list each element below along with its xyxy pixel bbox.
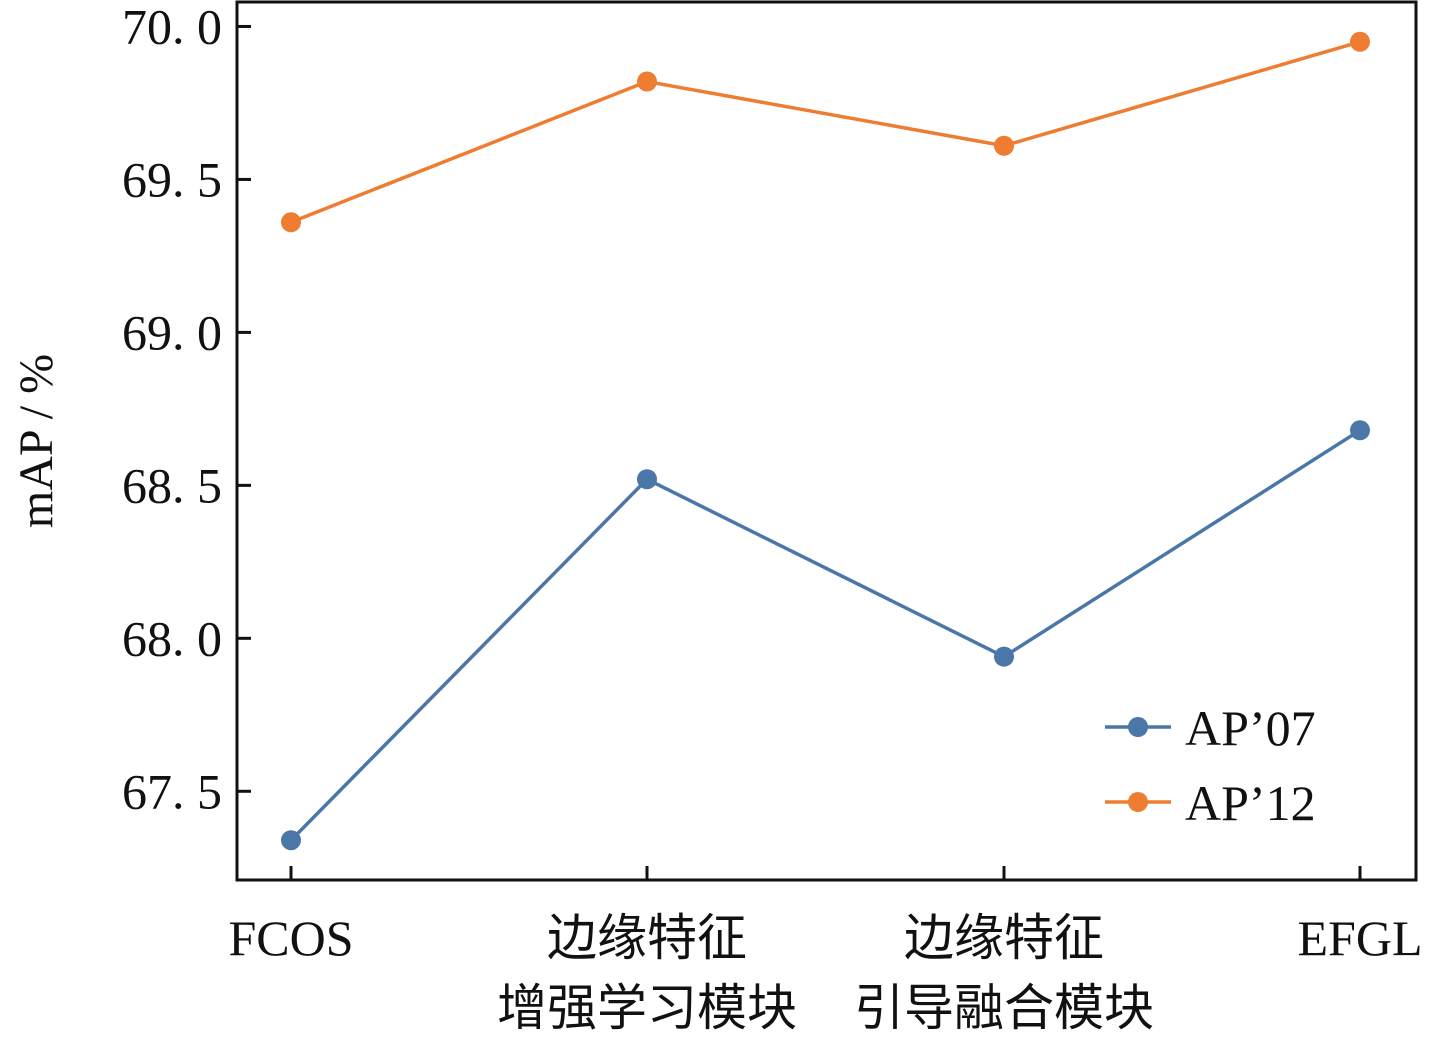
- legend: AP’07 AP’12: [1105, 700, 1316, 831]
- x-tick-label: 增强学习模块: [497, 980, 797, 1036]
- x-tick-label: FCOS: [228, 910, 353, 966]
- y-axis: 67. 5 68. 0 68. 5 69. 0 69. 5 70. 0: [122, 0, 251, 819]
- y-tick-label: 69. 0: [122, 304, 222, 360]
- legend-marker: [1128, 717, 1148, 737]
- data-point: [637, 469, 657, 490]
- data-point: [994, 646, 1014, 667]
- data-point: [1350, 31, 1370, 52]
- data-point: [281, 830, 301, 851]
- data-point: [994, 135, 1014, 156]
- y-tick-label: 69. 5: [122, 151, 222, 207]
- y-tick-label: 68. 0: [122, 610, 222, 666]
- y-axis-label: mAP / %: [10, 354, 63, 528]
- x-tick-label: EFGL: [1298, 910, 1423, 966]
- y-tick-label: 70. 0: [122, 0, 222, 54]
- x-tick-label: 引导融合模块: [854, 980, 1154, 1036]
- y-tick-label: 68. 5: [122, 457, 222, 513]
- legend-label: AP’07: [1185, 700, 1316, 756]
- x-tick-label: 边缘特征: [547, 910, 747, 966]
- data-point: [637, 71, 657, 92]
- data-point: [1350, 420, 1370, 441]
- y-tick-label: 67. 5: [122, 763, 222, 819]
- data-point: [281, 212, 301, 233]
- legend-marker: [1128, 792, 1148, 812]
- x-tick-label: 边缘特征: [904, 910, 1104, 966]
- legend-label: AP’12: [1185, 775, 1316, 831]
- series-line: [289, 428, 1361, 842]
- plot-frame: [235, 0, 1418, 882]
- series-layer: [281, 31, 1370, 851]
- series-line: [290, 40, 1361, 224]
